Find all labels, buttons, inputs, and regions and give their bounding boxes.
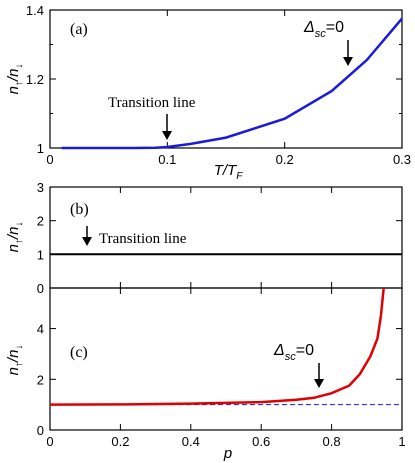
panel-b-label: (b) (70, 201, 89, 218)
panel-c-delta-label: Δsc=0 (273, 342, 314, 363)
panel-c-curve (49, 287, 385, 406)
panel-c-label: (c) (70, 344, 88, 361)
y-tick-label: 2 (37, 214, 44, 229)
panel-b-ylabel: n↑/n↓ (5, 222, 25, 253)
panel-a-curve (61, 17, 403, 150)
x-tick-label: 0.8 (323, 434, 341, 449)
svg-text:n↑/n↓: n↑/n↓ (5, 64, 25, 95)
panel-a-frame (49, 9, 403, 149)
panel-b: 0 1 2 3 (b) n↑/n↓ Transition line (5, 180, 403, 296)
x-tick-label: 0.2 (111, 434, 129, 449)
y-tick-label: 1 (37, 141, 44, 156)
x-tick-label: 0.6 (252, 434, 270, 449)
svg-text:n↑/n↓: n↑/n↓ (5, 345, 25, 376)
panel-a-delta-label: Δsc=0 (303, 19, 344, 40)
y-tick-label: 2 (37, 372, 44, 387)
panel-c: 0 0.2 0.4 0.6 0.8 1 0 2 4 (c) n↑/n↓ p Δsc=0 (5, 287, 406, 462)
y-tick-label: 0 (37, 423, 44, 438)
panel-c-frame (49, 287, 403, 431)
panel-a-transition-arrow (162, 114, 172, 140)
panel-b-transition-arrow (82, 226, 92, 246)
panel-c-ticks: 0 0.2 0.4 0.6 0.8 1 0 2 4 (37, 288, 406, 449)
x-tick-label: 0 (46, 152, 53, 167)
panel-c-delta-arrow (314, 363, 324, 388)
y-tick-label: 0 (37, 281, 44, 296)
y-tick-label: 1.2 (26, 72, 44, 87)
x-tick-label: 1 (398, 434, 405, 449)
y-tick-label: 3 (37, 180, 44, 195)
panel-c-ylabel: n↑/n↓ (5, 345, 25, 376)
x-tick-label: 0.4 (182, 434, 200, 449)
svg-text:n↑/n↓: n↑/n↓ (5, 222, 25, 253)
panel-a-ticks: 0 0.1 0.2 0.3 1 1.2 1.4 (26, 3, 411, 167)
panel-b-ticks: 0 1 2 3 (37, 180, 402, 296)
y-tick-label: 1.4 (26, 3, 44, 18)
panel-c-xlabel: p (223, 445, 232, 462)
x-tick-label: 0.2 (276, 152, 294, 167)
x-tick-label: 0 (46, 434, 53, 449)
panel-a: 0 0.1 0.2 0.3 1 1.2 1.4 (a) n↑/n↓ T/TF Transit… (5, 3, 411, 182)
x-tick-label: 0.3 (393, 152, 411, 167)
panel-a-xlabel: T/TF (214, 162, 244, 182)
panel-b-transition-label: Transition line (99, 231, 187, 247)
x-tick-label: 0.1 (158, 152, 176, 167)
y-tick-label: 1 (37, 247, 44, 262)
panel-a-ylabel: n↑/n↓ (5, 64, 25, 95)
panel-a-label: (a) (70, 21, 88, 38)
panel-a-transition-label: Transition line (108, 95, 196, 111)
panel-a-delta-arrow (343, 40, 353, 66)
y-tick-label: 4 (37, 322, 44, 337)
